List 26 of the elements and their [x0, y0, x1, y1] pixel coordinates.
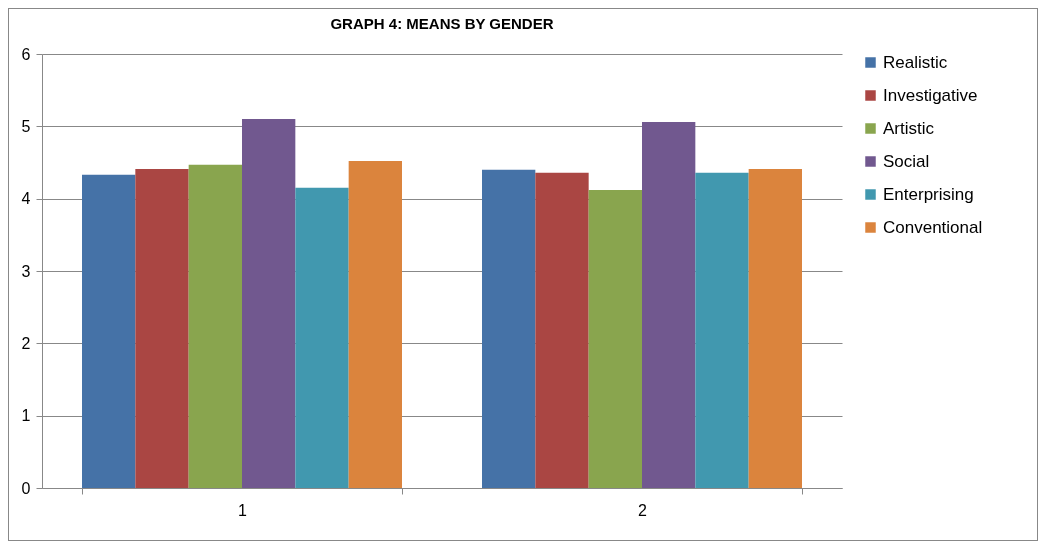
- legend-label: Investigative: [883, 85, 978, 105]
- bar: [695, 172, 749, 488]
- bar: [82, 174, 136, 488]
- legend-label: Social: [883, 151, 930, 171]
- legend-label: Realistic: [883, 52, 948, 72]
- y-tick-label: 0: [21, 479, 31, 497]
- bar: [295, 187, 349, 488]
- y-tick-label: 3: [21, 262, 31, 280]
- y-tick-label: 1: [21, 407, 31, 425]
- bar: [242, 119, 296, 488]
- bar: [588, 189, 642, 488]
- bar: [135, 169, 189, 488]
- legend-label: Artistic: [883, 118, 935, 138]
- chart-title: GRAPH 4: MEANS BY GENDER: [330, 15, 554, 32]
- legend-label: Enterprising: [883, 184, 974, 204]
- legend-label: Conventional: [883, 217, 983, 237]
- y-tick-label: 6: [21, 45, 31, 63]
- y-tick-label: 2: [21, 334, 31, 352]
- bar: [348, 161, 402, 488]
- y-tick-label: 5: [21, 117, 31, 135]
- bar: [535, 172, 589, 488]
- bar: [642, 121, 696, 488]
- bar: [748, 169, 802, 488]
- bar: [188, 164, 242, 488]
- y-tick-label: 4: [21, 190, 31, 208]
- bar: [482, 169, 536, 488]
